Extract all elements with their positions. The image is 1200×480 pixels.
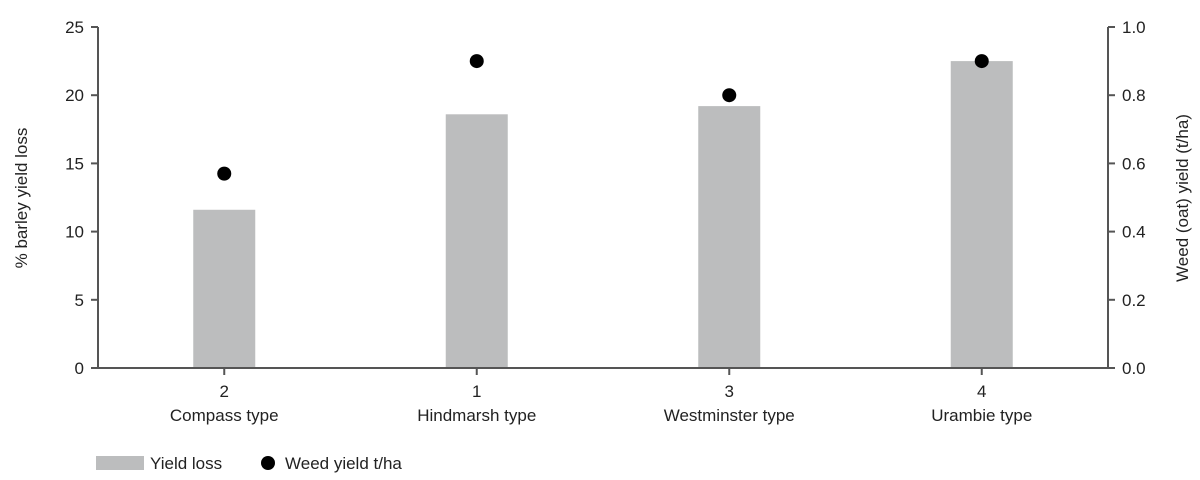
bar bbox=[445, 114, 508, 369]
legend: Yield loss Weed yield t/ha bbox=[96, 454, 402, 473]
x-tick-label-name: Compass type bbox=[170, 406, 279, 425]
data-point bbox=[217, 166, 232, 181]
legend-bar-swatch bbox=[96, 456, 144, 470]
x-tick-label-name: Urambie type bbox=[931, 406, 1032, 425]
x-ticks: 2 Compass type 1 Hindmarsh type 3 Westminster… bbox=[170, 368, 1032, 425]
right-y-tick-label: 0.4 bbox=[1122, 223, 1146, 242]
left-y-tick-label: 5 bbox=[75, 291, 84, 310]
bar bbox=[698, 106, 761, 368]
x-tick-label-name: Hindmarsh type bbox=[417, 406, 536, 425]
legend-point-swatch bbox=[261, 456, 275, 470]
legend-bar-label: Yield loss bbox=[150, 454, 222, 473]
left-y-tick-label: 0 bbox=[75, 359, 84, 378]
right-y-tick-label: 0.2 bbox=[1122, 291, 1146, 310]
x-tick-label-code: 2 bbox=[220, 382, 229, 401]
right-y-axis-title: Weed (oat) yield (t/ha) bbox=[1173, 114, 1192, 282]
right-y-tick-label: 0.0 bbox=[1122, 359, 1146, 378]
left-y-tick-label: 10 bbox=[65, 223, 84, 242]
data-point bbox=[722, 88, 737, 103]
left-y-tick-label: 25 bbox=[65, 18, 84, 37]
axes bbox=[97, 27, 1109, 369]
left-y-ticks: 0 5 10 15 20 25 bbox=[65, 18, 98, 378]
right-y-tick-label: 0.6 bbox=[1122, 154, 1146, 173]
left-y-tick-label: 20 bbox=[65, 86, 84, 105]
x-tick-label-code: 1 bbox=[472, 382, 481, 401]
right-y-ticks: 0.0 0.2 0.4 0.6 0.8 1.0 bbox=[1108, 18, 1146, 378]
bar bbox=[193, 209, 256, 368]
right-y-tick-label: 1.0 bbox=[1122, 18, 1146, 37]
bar bbox=[950, 61, 1013, 368]
data-point bbox=[974, 54, 989, 69]
left-y-tick-label: 15 bbox=[65, 154, 84, 173]
x-tick-label-code: 4 bbox=[977, 382, 986, 401]
point-group bbox=[217, 54, 989, 181]
bar-group bbox=[193, 61, 1013, 369]
legend-point-label: Weed yield t/ha bbox=[285, 454, 402, 473]
left-y-axis-title: % barley yield loss bbox=[12, 128, 31, 269]
data-point bbox=[469, 54, 484, 69]
x-tick-label-code: 3 bbox=[725, 382, 734, 401]
x-tick-label-name: Westminster type bbox=[664, 406, 795, 425]
right-y-tick-label: 0.8 bbox=[1122, 86, 1146, 105]
